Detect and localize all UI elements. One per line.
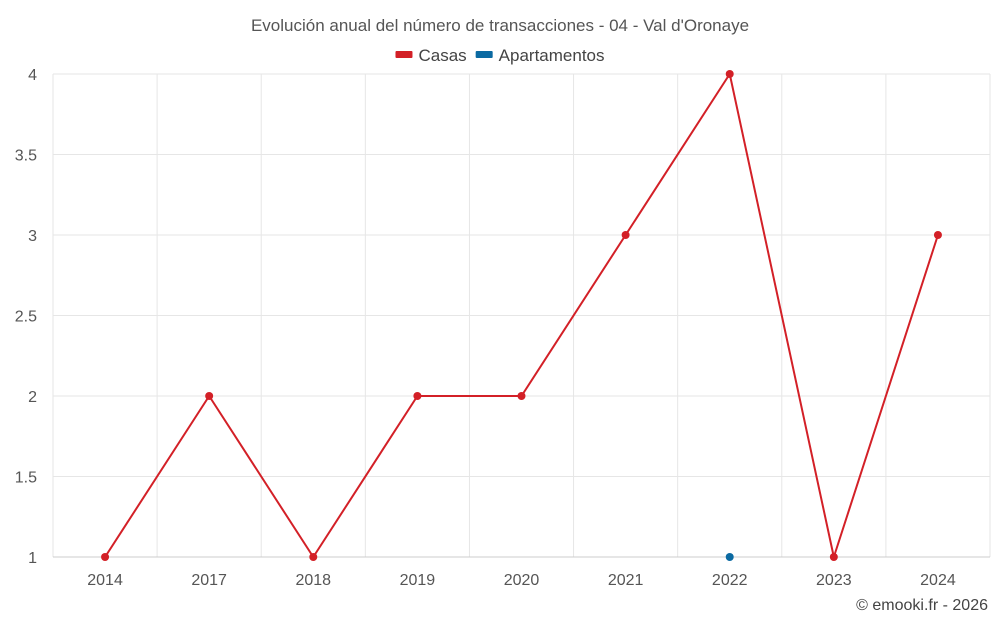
x-tick-label: 2021 bbox=[608, 572, 644, 589]
y-tick-label: 3.5 bbox=[15, 148, 37, 165]
data-point bbox=[725, 70, 734, 78]
data-point bbox=[517, 392, 526, 400]
data-point bbox=[413, 392, 422, 400]
legend-label: Apartamentos bbox=[499, 46, 605, 65]
credit-text: © emooki.fr - 2026 bbox=[856, 597, 988, 614]
legend-swatch bbox=[475, 51, 493, 58]
data-point bbox=[205, 392, 214, 400]
x-tick-label: 2014 bbox=[87, 572, 123, 589]
y-tick-label: 1 bbox=[28, 550, 37, 567]
data-point bbox=[725, 553, 734, 561]
legend-label: Casas bbox=[418, 46, 466, 65]
series-layer bbox=[101, 70, 942, 561]
data-point bbox=[621, 231, 630, 239]
y-tick-label: 1.5 bbox=[15, 470, 37, 487]
y-tick-label: 3 bbox=[28, 228, 37, 245]
x-tick-label: 2020 bbox=[504, 572, 540, 589]
y-tick-label: 2.5 bbox=[15, 309, 37, 326]
x-axis: 2014 2017 2018 2019 2020 2021 2022 2023 2024 bbox=[53, 556, 990, 589]
y-tick-label: 4 bbox=[28, 67, 37, 84]
data-point bbox=[933, 231, 942, 239]
legend: Casas Apartamentos bbox=[395, 46, 605, 65]
y-axis: 1 1.5 2 2.5 3 3.5 4 bbox=[15, 67, 37, 567]
data-point bbox=[101, 553, 110, 561]
y-tick-label: 2 bbox=[28, 389, 37, 406]
x-tick-label: 2023 bbox=[816, 572, 852, 589]
legend-swatch bbox=[395, 51, 413, 58]
grid bbox=[52, 73, 991, 558]
data-point bbox=[829, 553, 838, 561]
x-tick-label: 2017 bbox=[191, 572, 227, 589]
chart-title: Evolución anual del número de transaccio… bbox=[251, 16, 749, 35]
x-tick-label: 2022 bbox=[712, 572, 748, 589]
x-tick-label: 2018 bbox=[295, 572, 331, 589]
x-tick-label: 2024 bbox=[920, 572, 956, 589]
x-tick-label: 2019 bbox=[400, 572, 436, 589]
data-point bbox=[309, 553, 318, 561]
